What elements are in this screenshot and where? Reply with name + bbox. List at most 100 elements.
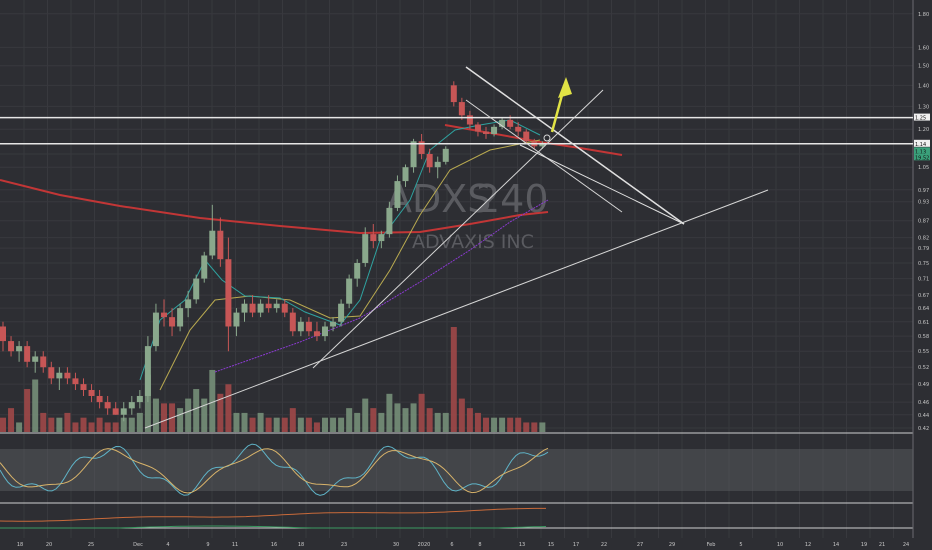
- time-tick-label: 30: [393, 542, 399, 548]
- trendline-long: [144, 189, 769, 429]
- watermark-company: ADVAXIS INC: [412, 231, 534, 253]
- candle-body: [185, 299, 192, 309]
- volume-bar: [450, 327, 457, 432]
- candle-body: [362, 234, 369, 263]
- volume-bar: [273, 417, 280, 432]
- price-tick-label: 0.67: [918, 293, 929, 299]
- volume-bar: [394, 403, 401, 432]
- volume-bar: [410, 403, 417, 432]
- volume-bar: [177, 408, 184, 432]
- price-badge: 19.52: [915, 155, 929, 161]
- candle-body: [370, 234, 377, 242]
- volume-bar: [161, 403, 167, 432]
- candle-body: [136, 395, 143, 403]
- candle-body: [32, 356, 39, 362]
- oscillator-histogram: [0, 525, 547, 529]
- watermark-interval: 240: [476, 177, 549, 221]
- candle-body: [144, 346, 151, 396]
- candle-body: [322, 326, 328, 337]
- time-tick-label: 18: [298, 542, 304, 548]
- volume-bar: [64, 412, 71, 432]
- volume-bar: [402, 408, 409, 432]
- volume-bar: [289, 408, 296, 432]
- price-tick-label: 0.52: [918, 365, 929, 371]
- time-axis[interactable]: 18 20 25 Dec 4 9 11 16 18 23 30 2020 6 8 13 15 17 22 27 29 F…: [17, 542, 909, 548]
- volume-bar: [322, 417, 328, 432]
- candle-body: [474, 124, 481, 132]
- candle-body: [265, 303, 272, 309]
- drawings: [0, 66, 913, 429]
- price-tick-label: 0.42: [918, 426, 929, 432]
- candle-body: [346, 278, 353, 304]
- volume-bar: [362, 398, 369, 432]
- channel-line: [465, 99, 623, 213]
- volume-bar: [491, 417, 498, 432]
- price-badge-bg: [914, 113, 930, 121]
- volume-bar: [330, 417, 337, 432]
- candle-body: [48, 367, 55, 379]
- volume-bar: [193, 389, 200, 432]
- candle-body: [426, 153, 433, 168]
- volume-bar: [426, 408, 433, 432]
- candle-body: [305, 321, 312, 332]
- candle-body: [249, 303, 256, 313]
- volume-bars: [0, 327, 546, 432]
- time-tick-label: Feb: [707, 542, 716, 548]
- price-tick-label: 0.79: [918, 246, 929, 252]
- oscillator-line: [0, 507, 546, 522]
- candle-body: [16, 346, 23, 352]
- candle-body: [458, 102, 465, 116]
- candle-body: [241, 303, 248, 313]
- candle-body: [96, 395, 103, 403]
- price-badge-bg: [914, 153, 930, 161]
- volume-bar: [297, 417, 304, 432]
- time-tick-label: 25: [88, 542, 94, 548]
- candle-body: [491, 126, 498, 134]
- volume-bar: [112, 422, 119, 432]
- price-tick-label: 1.20: [918, 127, 929, 133]
- price-axis[interactable]: 1.801.601.501.401.301.201.101.050.970.93…: [914, 12, 930, 432]
- time-tick-label: 21: [879, 542, 885, 548]
- candle-body: [0, 326, 6, 342]
- stoch-d-line: [0, 447, 549, 494]
- time-tick-label: 24: [903, 542, 909, 548]
- candle-body: [450, 85, 457, 103]
- price-tick-label: 1.50: [918, 64, 929, 70]
- price-tick-label: 0.75: [918, 261, 929, 267]
- volume-bar: [370, 408, 377, 432]
- candle-body: [233, 312, 240, 327]
- time-tick-label: 18: [17, 542, 23, 548]
- stoch-band: [0, 449, 913, 491]
- ma-short-line: [139, 119, 541, 381]
- volume-bar: [515, 417, 522, 432]
- candle-body: [386, 207, 393, 235]
- time-tick-label: 23: [341, 542, 347, 548]
- candle-body: [120, 408, 127, 415]
- volume-bar: [233, 412, 240, 432]
- ma-long-line: [214, 199, 549, 373]
- candle-body: [330, 321, 337, 327]
- candle-body: [177, 308, 184, 327]
- volume-bar: [144, 374, 151, 432]
- candle-body: [515, 126, 522, 132]
- candle-body: [169, 317, 176, 327]
- volume-bar: [48, 417, 55, 432]
- candle-body: [273, 303, 280, 309]
- trendline-rising: [312, 89, 604, 369]
- time-tick-label: 13: [519, 542, 525, 548]
- price-badge: 1.14: [915, 142, 926, 148]
- candle-body: [72, 378, 79, 385]
- price-tick-label: 0.82: [918, 236, 929, 242]
- volume-bar: [24, 389, 31, 432]
- candle-body: [483, 131, 489, 134]
- marker-circle: [543, 134, 551, 142]
- candles: [0, 81, 546, 422]
- volume-bar: [386, 393, 393, 432]
- volume-bar: [201, 398, 208, 432]
- price-tick-label: 0.61: [918, 320, 929, 326]
- candle-body: [281, 303, 288, 313]
- time-tick-label: 19: [861, 542, 867, 548]
- time-tick-label: 29: [669, 542, 675, 548]
- time-tick-label: 2020: [418, 542, 431, 548]
